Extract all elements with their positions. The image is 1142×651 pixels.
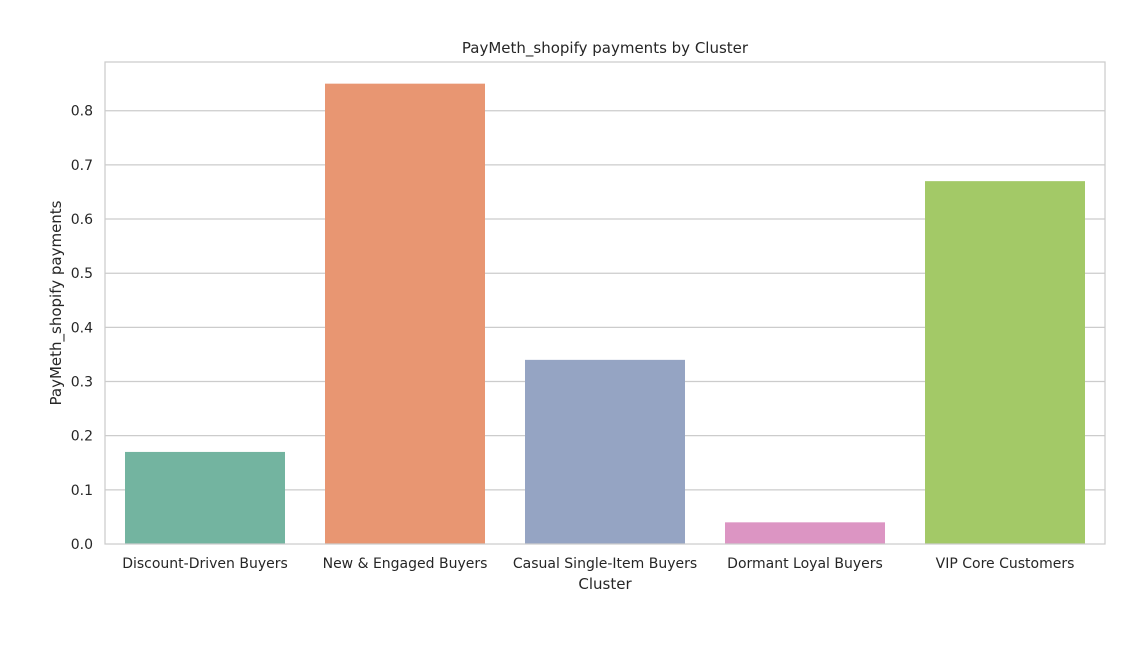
bar: [525, 359, 685, 544]
bar: [125, 451, 285, 544]
bar: [725, 522, 885, 544]
bar: [325, 83, 485, 545]
x-axis-label: Cluster: [578, 575, 632, 593]
x-tick-label: Dormant Loyal Buyers: [727, 556, 883, 572]
y-axis-label: PayMeth_shopify payments: [47, 200, 66, 405]
x-tick-label: New & Engaged Buyers: [323, 556, 488, 572]
y-tick-label: 0.5: [71, 266, 93, 282]
bar: [925, 181, 1085, 545]
bars: [125, 83, 1085, 545]
y-tick-label: 0.4: [71, 320, 93, 336]
x-tick-label: Discount-Driven Buyers: [122, 556, 288, 572]
x-tick-label: VIP Core Customers: [936, 556, 1075, 572]
y-tick-label: 0.8: [71, 104, 93, 120]
y-tick-label: 0.6: [71, 212, 93, 228]
x-tick-labels: Discount-Driven Buyers New & Engaged Buye…: [122, 556, 1074, 572]
y-tick-label: 0.0: [71, 537, 93, 553]
y-tick-labels: 0.0 0.1 0.2 0.3 0.4 0.5 0.6 0.7 0.8: [71, 104, 93, 553]
y-tick-label: 0.2: [71, 429, 93, 445]
y-tick-label: 0.7: [71, 158, 93, 174]
y-tick-label: 0.3: [71, 375, 93, 391]
y-tick-label: 0.1: [71, 483, 93, 499]
x-tick-label: Casual Single-Item Buyers: [513, 556, 697, 572]
chart-title: PayMeth_shopify payments by Cluster: [462, 39, 749, 58]
plot-frame: [104, 61, 1106, 545]
